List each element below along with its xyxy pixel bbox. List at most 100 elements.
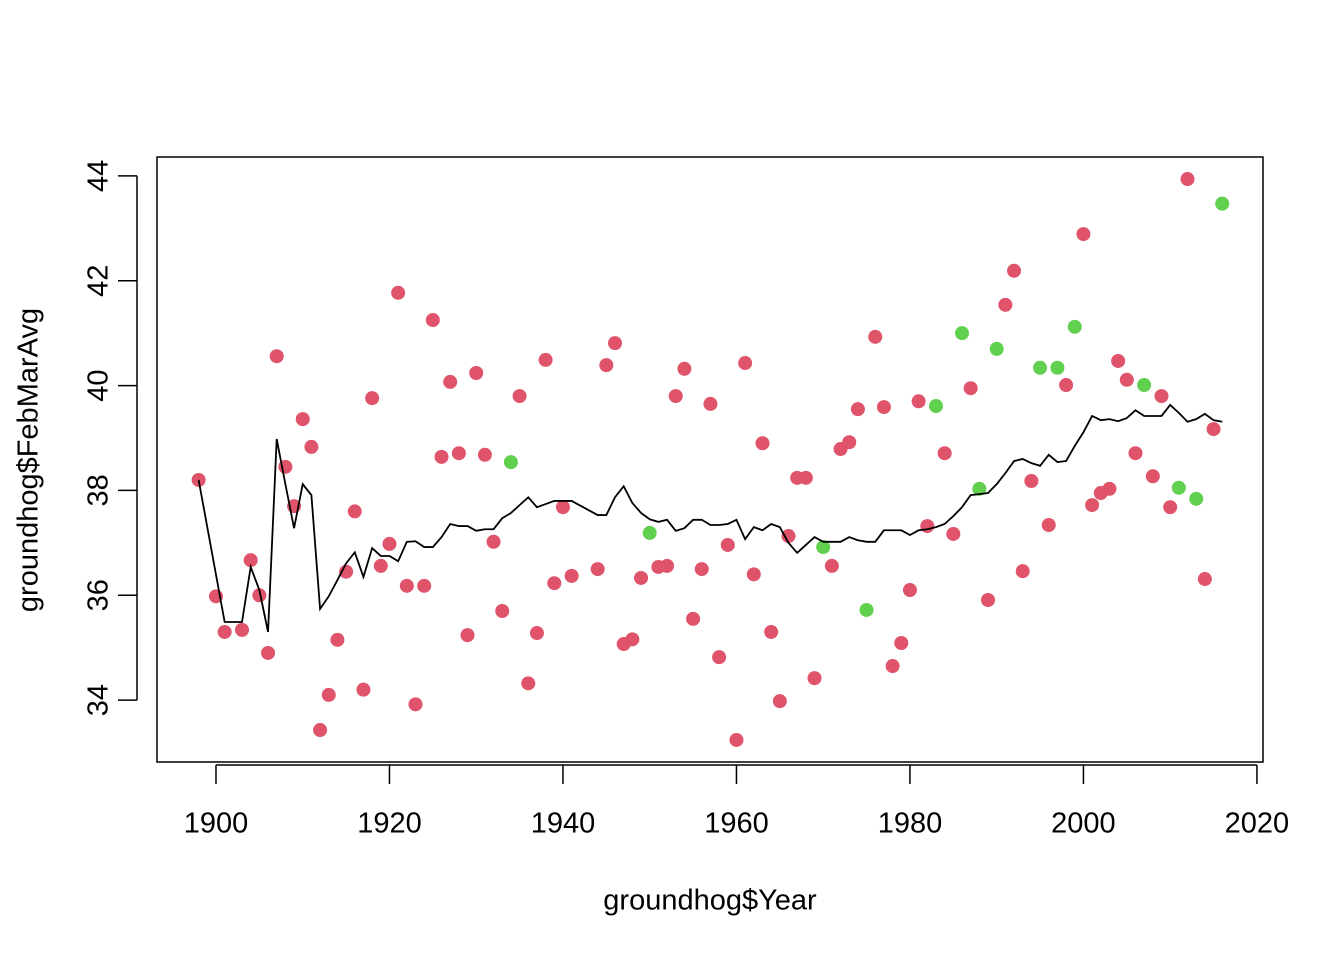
point — [443, 374, 458, 389]
point — [217, 624, 232, 639]
y-tick-label: 36 — [83, 579, 115, 611]
x-tick-label: 1900 — [184, 808, 249, 840]
point — [451, 446, 466, 461]
point — [963, 381, 978, 396]
point — [1119, 372, 1134, 387]
point — [625, 632, 640, 647]
point — [868, 329, 883, 344]
point — [1111, 353, 1126, 368]
point — [755, 436, 770, 451]
point — [1007, 263, 1022, 278]
x-tick-label: 2000 — [1051, 808, 1116, 840]
point — [686, 611, 701, 626]
point — [347, 504, 362, 519]
point — [408, 697, 423, 712]
point — [972, 481, 987, 496]
point — [1215, 196, 1230, 211]
point — [608, 336, 623, 351]
y-tick-label: 38 — [83, 474, 115, 506]
point — [1076, 227, 1091, 242]
point — [382, 536, 397, 551]
point — [816, 540, 831, 555]
point — [746, 567, 761, 582]
point — [928, 399, 943, 414]
point — [920, 519, 935, 534]
point — [703, 396, 718, 411]
point — [1015, 564, 1030, 579]
point — [842, 435, 857, 450]
point — [503, 455, 518, 470]
point — [1067, 319, 1082, 334]
point — [1059, 378, 1074, 393]
point — [677, 361, 692, 376]
point — [295, 412, 310, 427]
point — [547, 576, 562, 591]
y-axis-label: groundhog$FebMarAvg — [13, 308, 45, 612]
point — [1102, 481, 1117, 496]
point — [599, 358, 614, 373]
point — [911, 394, 926, 409]
point — [798, 470, 813, 485]
point — [781, 529, 796, 544]
x-tick-label: 1960 — [704, 808, 769, 840]
point — [512, 389, 527, 404]
y-tick-label: 40 — [83, 369, 115, 401]
point — [373, 558, 388, 573]
point — [1033, 360, 1048, 375]
x-tick-label: 1920 — [357, 808, 422, 840]
point — [738, 356, 753, 371]
point — [261, 645, 276, 660]
point — [486, 534, 501, 549]
point — [313, 723, 328, 738]
point — [1137, 378, 1152, 393]
point — [1024, 473, 1039, 488]
point — [694, 562, 709, 577]
point — [634, 570, 649, 585]
point — [824, 558, 839, 573]
point — [981, 593, 996, 608]
point — [954, 326, 969, 341]
point — [850, 402, 865, 417]
x-tick-label: 1940 — [531, 808, 596, 840]
y-tick-label: 42 — [83, 265, 115, 297]
x-axis-label: groundhog$Year — [603, 885, 817, 917]
point — [1145, 469, 1160, 484]
point — [330, 632, 345, 647]
y-tick-label: 44 — [83, 160, 115, 192]
point — [521, 676, 536, 691]
point — [772, 694, 787, 709]
point — [243, 553, 258, 568]
point — [902, 583, 917, 598]
point — [495, 604, 510, 619]
point — [469, 365, 484, 380]
point — [391, 285, 406, 300]
x-tick-label: 1980 — [878, 808, 943, 840]
point — [235, 622, 250, 637]
point — [1180, 172, 1195, 187]
point — [555, 500, 570, 515]
point — [1041, 518, 1056, 533]
point — [1189, 491, 1204, 506]
point — [1206, 422, 1221, 437]
point — [720, 537, 735, 552]
point — [989, 341, 1004, 356]
point — [729, 732, 744, 747]
point — [356, 682, 371, 697]
point — [399, 578, 414, 593]
point — [946, 526, 961, 541]
point — [460, 628, 475, 643]
point — [764, 624, 779, 639]
trend-line — [197, 403, 1223, 633]
point — [807, 671, 822, 686]
point — [998, 297, 1013, 312]
point — [1163, 500, 1178, 515]
point — [425, 313, 440, 328]
point — [1154, 389, 1169, 404]
point — [885, 659, 900, 674]
point — [477, 447, 492, 462]
point — [434, 449, 449, 464]
point — [252, 588, 267, 603]
point — [1197, 572, 1212, 587]
point — [642, 525, 657, 540]
